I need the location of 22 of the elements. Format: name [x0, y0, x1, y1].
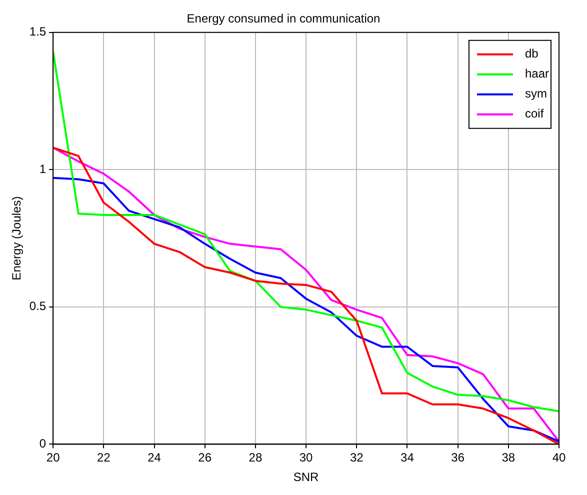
- y-tick-label: 0: [39, 436, 46, 451]
- x-tick-label: 22: [96, 450, 111, 465]
- x-tick-label: 24: [148, 450, 162, 465]
- y-axis-title: Energy (Joules): [10, 196, 24, 280]
- x-axis-title: SNR: [293, 470, 320, 484]
- x-tick-label: 40: [552, 450, 566, 465]
- legend-label: coif: [524, 106, 544, 121]
- legend-label: sym: [524, 86, 547, 101]
- x-tick-label: 20: [46, 450, 60, 465]
- x-tick-label: 32: [350, 450, 364, 465]
- x-tick-label: 26: [198, 450, 212, 465]
- legend-label: db: [524, 46, 539, 61]
- x-tick-label: 34: [400, 450, 414, 465]
- x-tick-label: 30: [299, 450, 314, 465]
- x-tick-label: 36: [451, 450, 465, 465]
- legend-label: haar: [524, 66, 550, 81]
- y-tick-label: 1.5: [29, 24, 46, 39]
- x-tick-label: 38: [502, 450, 516, 465]
- y-tick-label: 1: [39, 162, 46, 176]
- x-tick-label: 28: [248, 450, 262, 465]
- y-tick-label: 0.5: [29, 299, 46, 314]
- chart-title: Energy consumed in communication: [186, 12, 380, 26]
